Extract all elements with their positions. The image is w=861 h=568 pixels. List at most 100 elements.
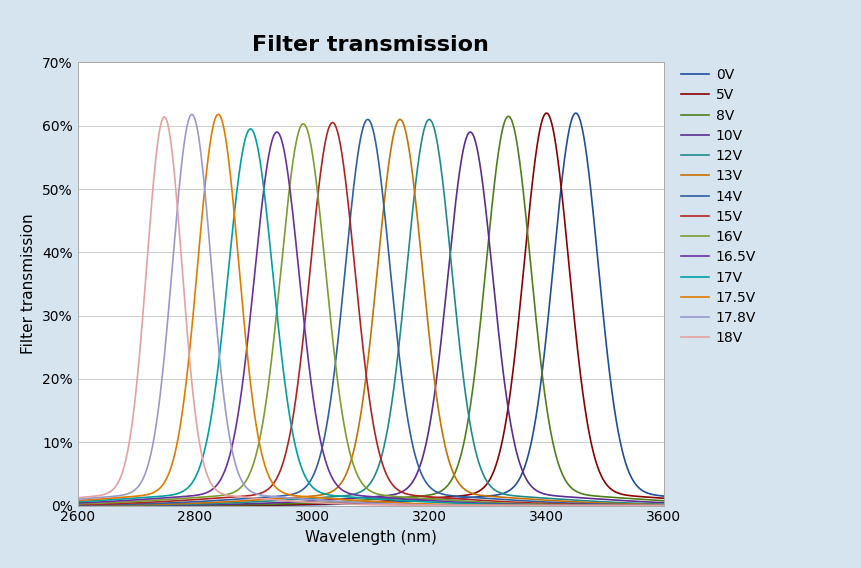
8V <box>418 492 429 499</box>
10V <box>537 490 548 497</box>
16.5V <box>271 129 282 136</box>
12V <box>658 501 668 508</box>
14V <box>506 496 517 503</box>
17.8V <box>418 502 429 508</box>
17.5V <box>213 111 223 118</box>
16V <box>284 182 294 189</box>
Line: 14V: 14V <box>77 119 663 505</box>
18V <box>284 498 294 504</box>
8V <box>444 479 455 486</box>
8V <box>506 118 517 125</box>
10V <box>418 448 429 454</box>
18V <box>418 502 429 509</box>
12V <box>102 502 112 509</box>
Y-axis label: Filter transmission: Filter transmission <box>22 214 36 354</box>
5V <box>444 494 455 500</box>
5V <box>102 502 112 509</box>
8V <box>658 498 668 504</box>
Line: 18V: 18V <box>77 117 663 506</box>
10V <box>506 429 517 436</box>
X-axis label: Wavelength (nm): Wavelength (nm) <box>305 530 436 545</box>
15V <box>418 493 429 500</box>
14V <box>72 502 83 508</box>
12V <box>418 125 429 132</box>
18V <box>506 502 517 509</box>
Line: 5V: 5V <box>77 113 663 506</box>
0V <box>444 495 455 502</box>
16.5V <box>418 497 429 504</box>
8V <box>503 113 513 120</box>
15V <box>284 432 294 438</box>
16.5V <box>506 501 517 508</box>
5V <box>72 502 83 509</box>
16.5V <box>102 498 112 505</box>
16.5V <box>444 498 455 505</box>
16.5V <box>72 500 83 507</box>
17V <box>537 502 548 508</box>
14V <box>444 492 455 499</box>
18V <box>537 502 548 509</box>
18V <box>444 502 455 509</box>
14V <box>362 116 373 123</box>
12V <box>284 496 294 503</box>
17.8V <box>444 502 455 508</box>
0V <box>506 485 517 492</box>
Line: 15V: 15V <box>77 123 663 506</box>
10V <box>102 502 112 509</box>
0V <box>102 502 112 509</box>
14V <box>284 491 294 498</box>
18V <box>102 490 112 497</box>
16V <box>658 502 668 509</box>
Line: 17.8V: 17.8V <box>77 114 663 506</box>
13V <box>72 502 83 509</box>
13V <box>284 494 294 501</box>
8V <box>102 502 112 509</box>
5V <box>537 114 548 120</box>
13V <box>658 502 668 508</box>
12V <box>537 495 548 502</box>
Line: 16.5V: 16.5V <box>77 132 663 506</box>
13V <box>418 286 429 293</box>
16.5V <box>537 502 548 508</box>
0V <box>72 502 83 509</box>
8V <box>72 502 83 509</box>
5V <box>506 375 517 382</box>
13V <box>444 461 455 467</box>
17.5V <box>418 500 429 507</box>
10V <box>658 499 668 506</box>
15V <box>658 502 668 509</box>
Line: 16V: 16V <box>77 124 663 506</box>
0V <box>658 492 668 499</box>
14V <box>537 499 548 506</box>
15V <box>506 499 517 506</box>
16V <box>444 497 455 504</box>
17V <box>245 126 256 132</box>
15V <box>327 119 338 126</box>
Line: 12V: 12V <box>77 119 663 506</box>
15V <box>444 495 455 502</box>
Line: 10V: 10V <box>77 132 663 506</box>
16V <box>102 499 112 506</box>
Line: 17V: 17V <box>77 129 663 506</box>
8V <box>284 500 294 507</box>
17.8V <box>506 502 517 509</box>
18V <box>658 502 668 509</box>
14V <box>418 477 429 483</box>
Line: 13V: 13V <box>77 119 663 506</box>
16V <box>72 500 83 507</box>
10V <box>72 502 83 509</box>
17V <box>284 414 294 421</box>
14V <box>658 502 668 508</box>
0V <box>537 358 548 365</box>
17.5V <box>444 501 455 508</box>
16V <box>537 501 548 508</box>
17V <box>418 498 429 505</box>
13V <box>394 116 405 123</box>
15V <box>537 500 548 507</box>
17V <box>72 498 83 505</box>
17.5V <box>284 491 294 498</box>
12V <box>72 502 83 509</box>
15V <box>72 501 83 508</box>
17.5V <box>72 497 83 504</box>
10V <box>284 499 294 506</box>
